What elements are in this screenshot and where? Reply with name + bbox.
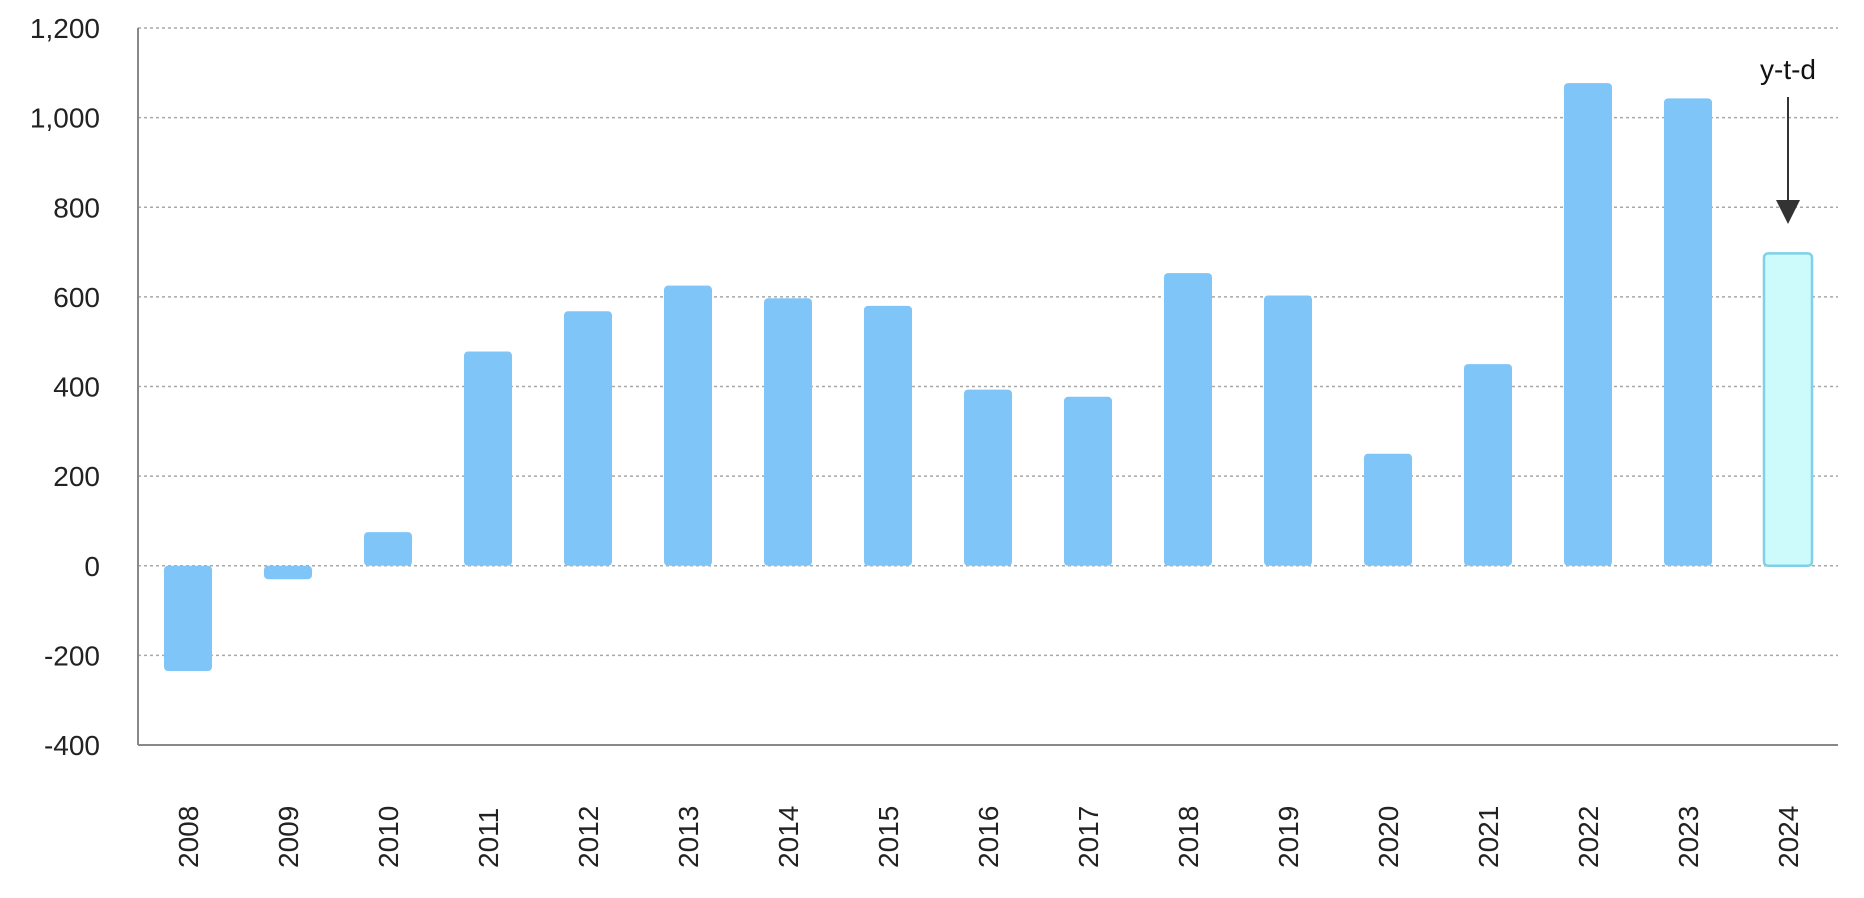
y-axis-ticks: -400 -200 0 200 400 600 800 1,000 1,200 [30,13,100,761]
y-tick-label: 400 [53,372,100,403]
bar-2019 [1264,295,1312,566]
x-tick-label: 2018 [1173,806,1204,868]
y-tick-label: 1,000 [30,103,100,134]
y-tick-label: 200 [53,461,100,492]
x-tick-label: 2023 [1673,806,1704,868]
x-tick-label: 2008 [173,806,204,868]
y-tick-label: 800 [53,192,100,223]
x-tick-label: 2014 [773,806,804,868]
y-tick-label: -200 [44,640,100,671]
bar-2009 [264,565,312,580]
annotation-label: y-t-d [1760,54,1816,85]
bar-2021 [1464,364,1512,566]
x-tick-label: 2021 [1473,806,1504,868]
annotation-arrow-head [1776,200,1800,224]
x-axis-ticks: 2008 2009 2010 2011 2012 2013 2014 2015 2016 2017… [173,806,1804,868]
x-tick-label: 2010 [373,806,404,868]
y-tick-label: 1,200 [30,13,100,44]
bar-2018 [1164,273,1212,566]
x-tick-label: 2012 [573,806,604,868]
x-tick-label: 2022 [1573,806,1604,868]
bar-2014 [764,298,812,566]
x-tick-label: 2013 [673,806,704,868]
x-tick-label: 2024 [1773,806,1804,868]
bars [164,83,1814,672]
bar-2011 [464,351,512,566]
y-tick-label: 600 [53,282,100,313]
axes [137,28,1838,746]
bar-2024 [1762,252,1814,568]
bar-2017 [1064,396,1112,566]
bar-2023 [1664,98,1712,566]
bar-2016 [964,389,1012,566]
x-tick-label: 2011 [473,808,504,868]
bar-2013 [664,285,712,566]
x-tick-label: 2009 [273,806,304,868]
bar-2020 [1364,453,1412,566]
x-tick-label: 2015 [873,806,904,868]
x-tick-label: 2019 [1273,806,1304,868]
x-tick-label: 2016 [973,806,1004,868]
grid [138,27,1838,657]
y-tick-label: 0 [84,551,100,582]
annotation: y-t-d [1760,54,1816,224]
y-tick-label: -400 [44,730,100,761]
bar-2010 [364,532,412,566]
bar-2015 [864,305,912,566]
bar-2012 [564,311,612,566]
bar-2022 [1564,83,1612,566]
x-tick-label: 2020 [1373,806,1404,868]
bar-2008 [164,565,212,672]
x-tick-label: 2017 [1073,806,1104,868]
